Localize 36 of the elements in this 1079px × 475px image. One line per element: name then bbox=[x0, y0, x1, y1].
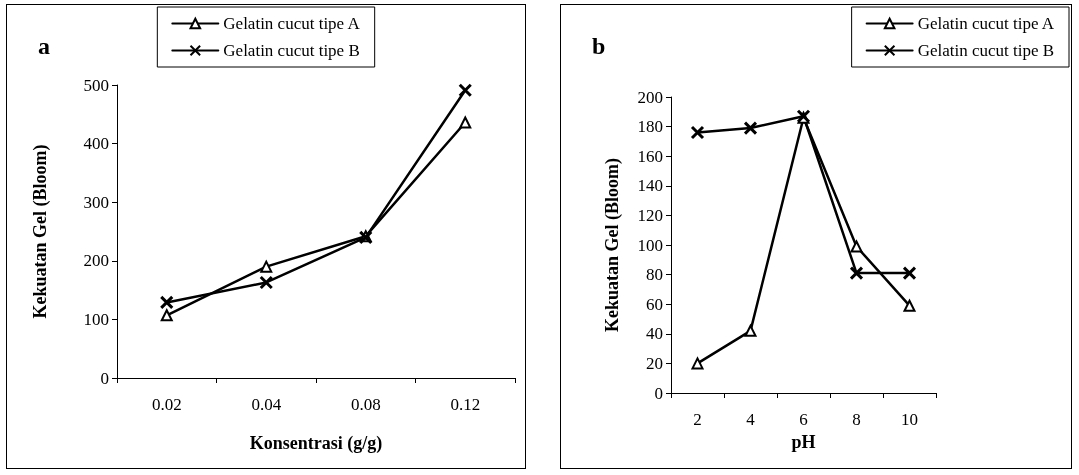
y-tick-label: 100 bbox=[83, 309, 109, 329]
y-tick-label: 80 bbox=[646, 265, 663, 285]
x-axis-title: pH bbox=[791, 432, 816, 452]
x-tick-label: 0.04 bbox=[251, 395, 282, 414]
y-tick-label: 120 bbox=[637, 205, 663, 225]
x-tick-label: 4 bbox=[746, 410, 756, 429]
y-tick-label: 500 bbox=[83, 75, 109, 95]
y-tick-label: 100 bbox=[637, 235, 663, 255]
x-axis-title: Konsentrasi (g/g) bbox=[249, 433, 383, 454]
chart-title: b bbox=[592, 33, 606, 59]
y-axis-title: Kekuatan Gel (Bloom) bbox=[602, 158, 623, 332]
y-tick-label: 40 bbox=[646, 324, 663, 344]
y-tick-label: 0 bbox=[654, 383, 663, 403]
y-tick-label: 140 bbox=[637, 176, 663, 196]
y-axis-title: Kekuatan Gel (Bloom) bbox=[30, 144, 51, 319]
y-tick-label: 60 bbox=[646, 294, 663, 314]
y-tick-label: 180 bbox=[637, 117, 663, 137]
y-tick-label: 300 bbox=[83, 192, 109, 212]
y-tick-label: 200 bbox=[83, 251, 109, 271]
x-tick-label: 0.08 bbox=[350, 395, 381, 414]
x-tick-label: 2 bbox=[693, 410, 702, 429]
chart-title: a bbox=[38, 33, 50, 59]
y-tick-label: 0 bbox=[100, 368, 109, 388]
legend-label: Gelatin cucut tipe B bbox=[917, 41, 1055, 60]
y-tick-label: 200 bbox=[637, 87, 663, 107]
y-tick-label: 400 bbox=[83, 134, 109, 154]
y-tick-label: 20 bbox=[646, 353, 663, 373]
legend-label: Gelatin cucut tipe B bbox=[223, 41, 360, 60]
x-tick-label: 10 bbox=[901, 410, 918, 429]
x-tick-label: 8 bbox=[852, 410, 861, 429]
x-tick-label: 6 bbox=[799, 410, 808, 429]
x-tick-label: 0.02 bbox=[151, 395, 182, 414]
legend-label: Gelatin cucut tipe A bbox=[917, 14, 1055, 33]
x-tick-label: 0.12 bbox=[450, 395, 481, 414]
legend-label: Gelatin cucut tipe A bbox=[223, 14, 361, 33]
y-tick-label: 160 bbox=[637, 146, 663, 166]
